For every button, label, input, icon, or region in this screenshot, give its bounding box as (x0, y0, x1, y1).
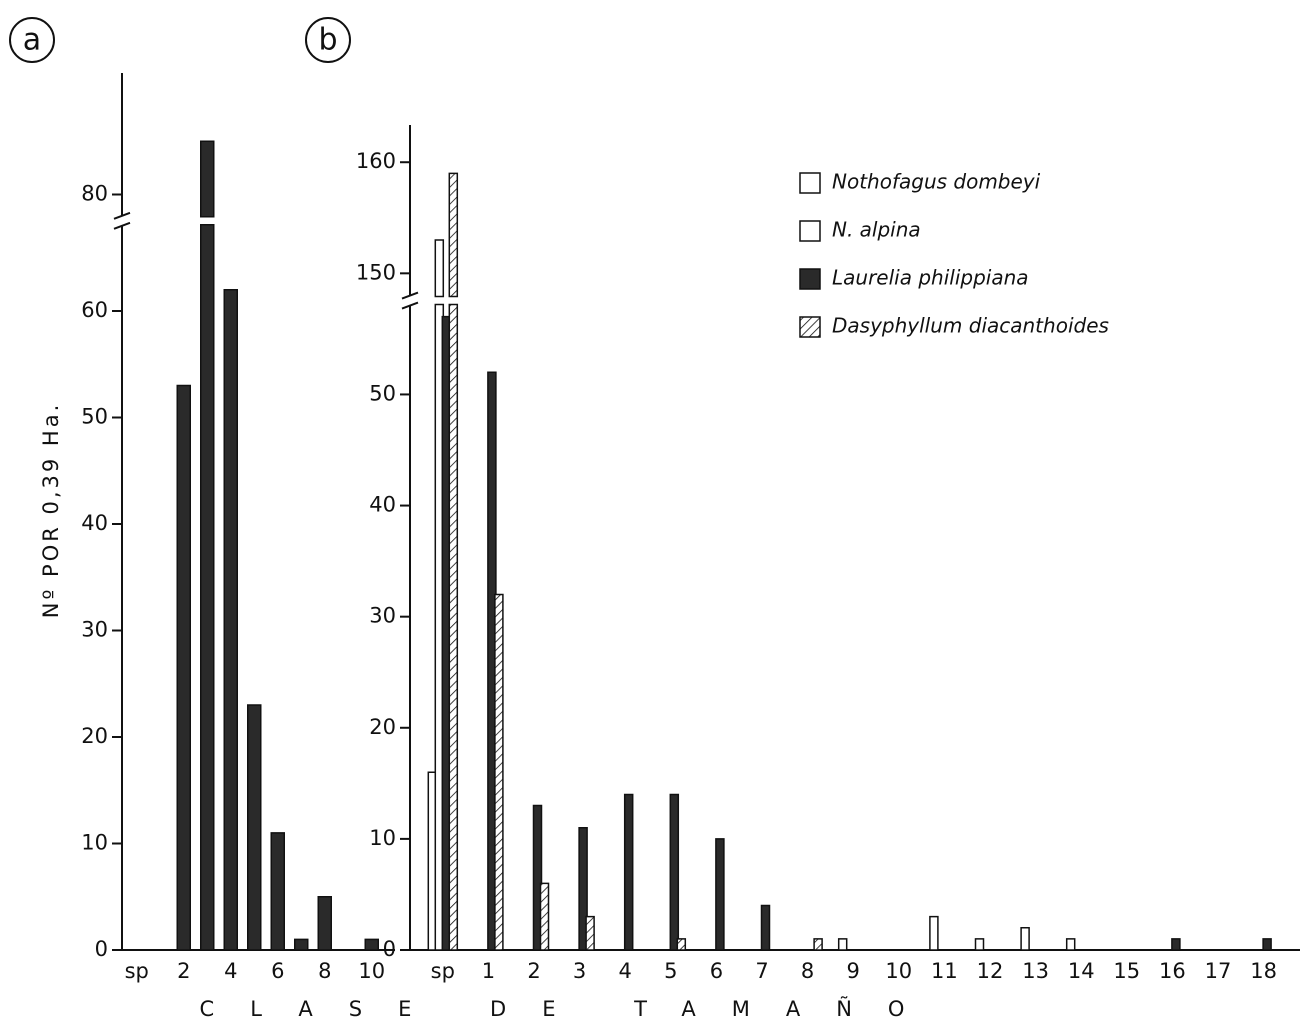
legend-swatch (799, 172, 821, 194)
y-tick-label: 50 (369, 381, 396, 405)
x-tick-label: 8 (801, 959, 814, 983)
bar (223, 288, 238, 951)
legend-swatch (799, 268, 821, 290)
bar (539, 882, 550, 951)
x-tick-label: 14 (1068, 959, 1095, 983)
x-tick-label: 18 (1250, 959, 1277, 983)
bar (837, 938, 848, 951)
y-tick-label: 60 (81, 298, 108, 322)
y-tick-label: 150 (356, 260, 396, 284)
axis-break (113, 211, 131, 220)
legend-label: N. alpina (832, 218, 921, 242)
y-tick-label: 20 (369, 715, 396, 739)
y-tick-label: 10 (369, 826, 396, 850)
legend-label: Nothofagus dombeyi (832, 170, 1041, 194)
x-axis-label: CLASE DE TAMAÑO (200, 995, 941, 1021)
bar (715, 838, 725, 951)
bar (317, 896, 332, 951)
x-tick-label: 17 (1205, 959, 1232, 983)
bar (532, 804, 543, 951)
x-tick-label: 6 (271, 959, 284, 983)
bar (364, 938, 379, 951)
axis-break (401, 291, 419, 300)
y-tick-label: 80 (81, 182, 108, 206)
legend-label: Laurelia philippiana (832, 266, 1029, 290)
panel-label: b (318, 23, 337, 58)
x-tick-label: 10 (885, 959, 912, 983)
x-tick-label: 10 (358, 959, 385, 983)
x-tick-label: 13 (1022, 959, 1049, 983)
y-tick-label: 10 (81, 831, 108, 855)
axis-break (401, 301, 419, 310)
x-tick-label: 3 (573, 959, 586, 983)
axis-break (113, 221, 131, 230)
x-tick-label: sp (125, 959, 149, 983)
panel-label: a (23, 23, 41, 58)
x-tick-label: 11 (931, 959, 958, 983)
bar (1065, 938, 1076, 951)
y-tick-label: 30 (369, 604, 396, 628)
y-tick-label: 50 (81, 405, 108, 429)
bar (585, 915, 595, 951)
bar (448, 172, 459, 951)
x-tick-label: 2 (177, 959, 190, 983)
bar (813, 938, 823, 951)
x-tick-label: 4 (619, 959, 632, 983)
x-tick-label: 2 (527, 959, 540, 983)
y-tick-label: 160 (356, 149, 396, 173)
y-tick-label: 20 (81, 724, 108, 748)
bar (623, 793, 634, 951)
bar (1262, 938, 1272, 951)
legend-swatch (799, 316, 821, 338)
x-tick-label: 15 (1113, 959, 1140, 983)
x-tick-label: 4 (224, 959, 237, 983)
bar (487, 371, 497, 951)
y-tick-label: 0 (95, 937, 108, 961)
bar (760, 904, 771, 951)
bar (1171, 938, 1181, 951)
y-axis-label: Nº POR 0,39 Ha. (39, 402, 63, 619)
legend-label: Dasyphyllum diacanthoides (832, 314, 1109, 338)
bar (974, 938, 985, 951)
y-tick-label: 30 (81, 618, 108, 642)
x-tick-label: 5 (664, 959, 677, 983)
x-tick-label: 9 (847, 959, 860, 983)
bar (1020, 927, 1030, 951)
x-tick-label: 7 (755, 959, 768, 983)
bar (247, 704, 262, 951)
x-tick-label: 16 (1159, 959, 1186, 983)
bar (270, 832, 285, 951)
bar (676, 938, 687, 951)
x-tick-label: sp (431, 959, 455, 983)
bar (578, 827, 588, 951)
y-tick-label: 40 (81, 511, 108, 535)
x-tick-label: 6 (710, 959, 723, 983)
x-tick-label: 12 (977, 959, 1004, 983)
bar (494, 593, 504, 951)
panel-circle (305, 17, 351, 63)
y-tick-label: 0 (383, 937, 396, 961)
x-tick-label: 8 (318, 959, 331, 983)
y-tick-label: 40 (369, 493, 396, 517)
panel-circle (9, 17, 55, 63)
bar (434, 239, 445, 951)
bar (200, 140, 215, 951)
bar (669, 793, 680, 951)
x-tick-label: 1 (482, 959, 495, 983)
legend-swatch (799, 220, 821, 242)
bar (294, 938, 309, 951)
bar (929, 915, 939, 951)
bar (176, 384, 191, 951)
